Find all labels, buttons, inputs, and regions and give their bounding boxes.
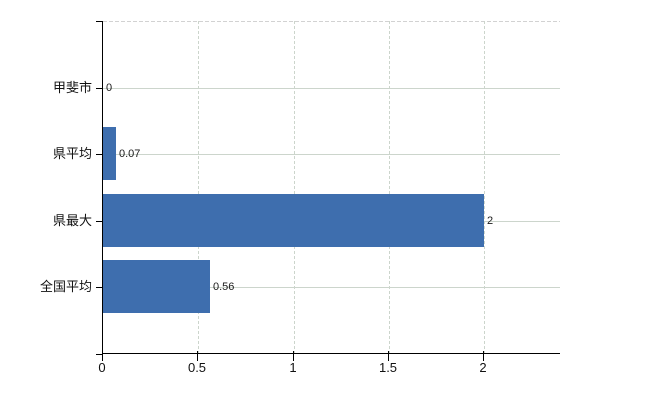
x-tick-label: 2 bbox=[479, 360, 487, 375]
bar-3 bbox=[103, 194, 484, 247]
bar-value-label: 0.07 bbox=[119, 148, 141, 160]
bar-value-label: 2 bbox=[487, 215, 494, 227]
bar-4 bbox=[103, 260, 210, 313]
category-label: 全国平均 bbox=[39, 279, 92, 294]
y-axis-bottom-overhang bbox=[102, 354, 103, 361]
plot-top-border bbox=[103, 21, 560, 22]
category-label: 県平均 bbox=[52, 146, 92, 161]
y-axis-tick bbox=[96, 88, 103, 89]
y-axis-tick bbox=[96, 154, 103, 155]
horizontal-gridline bbox=[103, 88, 560, 89]
y-axis-labels: 甲斐市県平均県最大全国平均 bbox=[0, 0, 92, 400]
x-axis-tick bbox=[197, 351, 198, 361]
category-label: 甲斐市 bbox=[52, 80, 92, 95]
vertical-gridline bbox=[198, 21, 199, 353]
bar-value-label: 0.56 bbox=[213, 281, 235, 293]
x-tick-label: 1 bbox=[289, 360, 297, 375]
y-axis-top-tick bbox=[96, 21, 103, 22]
bar-2 bbox=[103, 127, 116, 180]
vertical-gridline bbox=[294, 21, 295, 353]
y-axis-tick bbox=[96, 287, 103, 288]
vertical-gridline bbox=[389, 21, 390, 353]
x-tick-label: 0 bbox=[98, 360, 106, 375]
bar-value-label: 0 bbox=[106, 82, 113, 94]
x-axis-tick bbox=[388, 351, 389, 361]
plot-area: 0 0.07 2 0.56 bbox=[102, 21, 560, 354]
x-tick-label: 0.5 bbox=[187, 360, 207, 375]
horizontal-gridline bbox=[103, 154, 560, 155]
vertical-gridline bbox=[484, 21, 485, 353]
x-axis-tick bbox=[293, 351, 294, 361]
x-axis-tick bbox=[483, 351, 484, 361]
category-label: 県最大 bbox=[52, 213, 92, 228]
x-tick-label: 1.5 bbox=[378, 360, 398, 375]
y-axis-tick bbox=[96, 221, 103, 222]
horizontal-gridline bbox=[103, 287, 560, 288]
x-axis-left-overhang bbox=[96, 354, 103, 355]
